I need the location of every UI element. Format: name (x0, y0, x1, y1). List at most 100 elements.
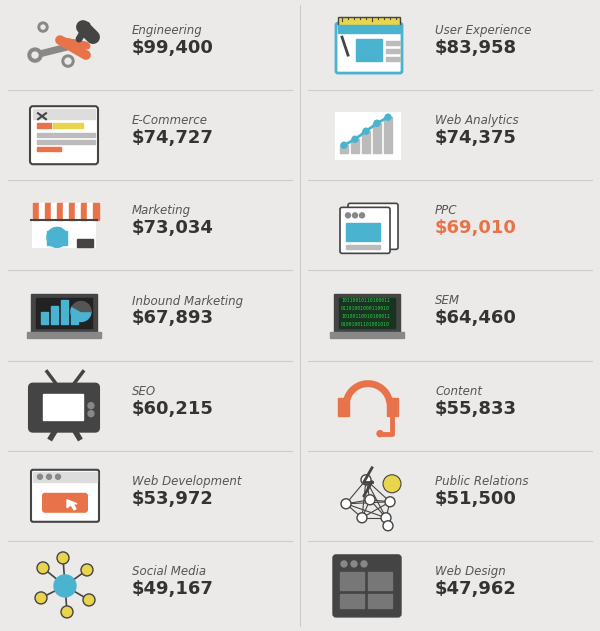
Text: $74,375: $74,375 (435, 129, 517, 147)
Circle shape (385, 497, 395, 507)
Text: $49,167: $49,167 (132, 580, 214, 598)
Text: $64,460: $64,460 (435, 309, 517, 327)
Text: Web Design: Web Design (435, 565, 506, 578)
Bar (386, 57, 400, 61)
Bar (340, 145, 348, 153)
Bar (36, 297, 92, 327)
Circle shape (381, 513, 391, 523)
Text: $83,958: $83,958 (435, 39, 517, 57)
Bar (384, 117, 392, 153)
Bar (75, 203, 81, 220)
Text: Marketing: Marketing (132, 204, 191, 217)
Bar (340, 572, 364, 590)
Bar (362, 131, 370, 153)
Circle shape (351, 561, 357, 567)
Bar (356, 39, 382, 61)
Text: E-Commerce: E-Commerce (132, 114, 208, 127)
Text: $69,010: $69,010 (435, 220, 517, 237)
Circle shape (383, 475, 401, 493)
Bar (43, 394, 83, 420)
Bar (338, 398, 349, 416)
Bar (39, 203, 45, 220)
Text: 01001001101001010: 01001001101001010 (341, 322, 390, 327)
Bar (368, 572, 392, 590)
Circle shape (341, 498, 351, 509)
Text: Content: Content (435, 385, 482, 398)
Bar (37, 123, 51, 128)
FancyBboxPatch shape (333, 555, 401, 617)
Bar (69, 203, 75, 220)
Text: $74,727: $74,727 (132, 129, 214, 147)
Circle shape (37, 562, 49, 574)
Circle shape (353, 213, 358, 218)
Circle shape (41, 25, 45, 29)
Bar (330, 331, 404, 338)
Circle shape (61, 606, 73, 618)
FancyBboxPatch shape (42, 493, 88, 513)
Text: Web Development: Web Development (132, 475, 241, 488)
Circle shape (352, 136, 358, 142)
Bar (45, 203, 51, 220)
Text: Inbound Marketing: Inbound Marketing (132, 295, 243, 307)
FancyBboxPatch shape (31, 470, 99, 522)
Bar (51, 305, 58, 324)
Text: SEO: SEO (132, 385, 156, 398)
Bar (37, 147, 61, 151)
Bar (37, 133, 95, 137)
Bar (33, 472, 97, 482)
Circle shape (57, 552, 69, 564)
Circle shape (32, 52, 38, 58)
Wedge shape (71, 307, 91, 322)
Text: Social Media: Social Media (132, 565, 206, 578)
Circle shape (341, 561, 347, 567)
Bar (61, 300, 68, 324)
Bar (87, 203, 93, 220)
Bar (346, 245, 380, 249)
Bar (346, 223, 380, 241)
Circle shape (357, 513, 367, 523)
Circle shape (38, 22, 48, 32)
Circle shape (359, 213, 365, 218)
Circle shape (62, 55, 74, 67)
Bar (338, 17, 400, 26)
Bar (31, 293, 97, 331)
Text: PPC: PPC (435, 204, 458, 217)
Bar (373, 123, 381, 153)
Circle shape (88, 411, 94, 416)
Bar (386, 41, 400, 45)
Text: Web Analytics: Web Analytics (435, 114, 518, 127)
Text: Public Relations: Public Relations (435, 475, 529, 488)
Circle shape (37, 475, 43, 480)
Text: 10110010110100011: 10110010110100011 (341, 298, 390, 304)
Bar (57, 203, 63, 220)
Circle shape (341, 142, 347, 148)
Circle shape (377, 430, 383, 437)
Bar (81, 203, 87, 220)
Circle shape (361, 475, 371, 485)
Bar (63, 203, 69, 220)
Bar (386, 49, 400, 53)
Circle shape (361, 561, 367, 567)
Circle shape (88, 403, 94, 409)
FancyBboxPatch shape (336, 23, 402, 73)
Text: $47,962: $47,962 (435, 580, 517, 598)
Circle shape (47, 227, 67, 247)
Text: $53,972: $53,972 (132, 490, 214, 508)
Text: $55,833: $55,833 (435, 399, 517, 418)
Text: $60,215: $60,215 (132, 399, 214, 418)
Bar (71, 307, 78, 324)
Bar (37, 140, 95, 144)
Bar (33, 109, 95, 119)
Bar (351, 139, 359, 153)
FancyBboxPatch shape (340, 208, 390, 254)
Bar (340, 594, 364, 608)
Circle shape (47, 475, 52, 480)
Wedge shape (73, 302, 91, 312)
Circle shape (81, 564, 93, 576)
Circle shape (346, 213, 350, 218)
Circle shape (83, 594, 95, 606)
Text: $67,893: $67,893 (132, 309, 214, 327)
Bar (33, 220, 95, 247)
Text: $51,500: $51,500 (435, 490, 517, 508)
Text: $73,034: $73,034 (132, 220, 214, 237)
